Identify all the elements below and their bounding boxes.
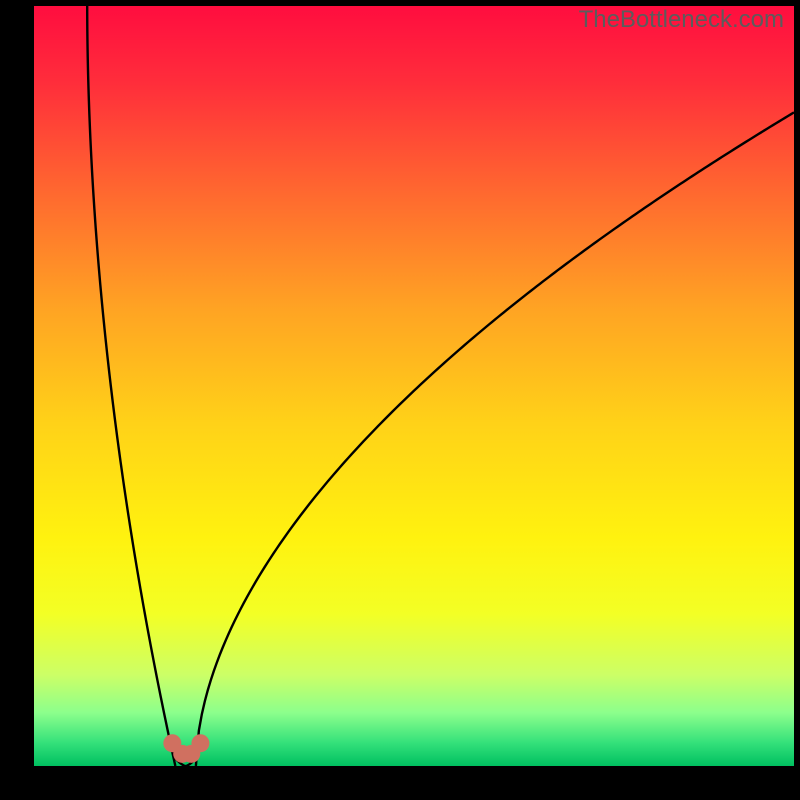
bottleneck-marker bbox=[191, 734, 209, 752]
curve-svg bbox=[34, 6, 794, 766]
watermark-text: TheBottleneck.com bbox=[579, 6, 784, 34]
chart-outer-frame: TheBottleneck.com bbox=[0, 0, 800, 800]
right-branch bbox=[196, 112, 794, 766]
plot-area: TheBottleneck.com bbox=[34, 6, 794, 766]
left-branch bbox=[87, 6, 175, 766]
